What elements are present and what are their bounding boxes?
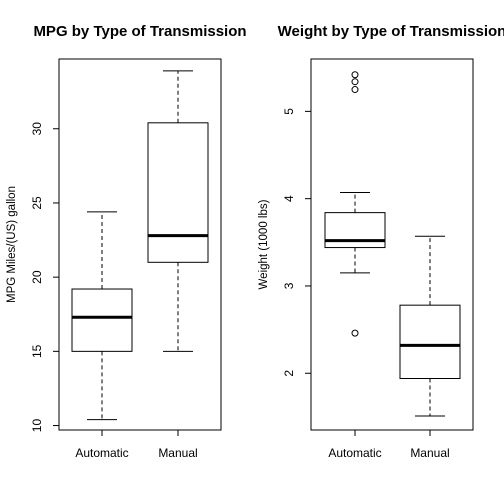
box-manual <box>147 70 209 352</box>
y-tick-label: 10 <box>30 419 44 433</box>
x-tick-label: Manual <box>410 446 449 460</box>
y-tick-label: 2 <box>282 370 296 377</box>
plot-frame <box>58 58 222 431</box>
box-iqr <box>147 122 209 263</box>
chart-panel-1: MPG by Type of Transmission 10 15 20 25 30 MPG… <box>6 23 247 460</box>
box-iqr <box>399 304 461 379</box>
y-tick-label: 15 <box>30 344 44 358</box>
box-automatic <box>71 211 133 421</box>
y-axis-label: Weight (1000 lbs) <box>258 199 270 289</box>
box-iqr <box>71 288 133 352</box>
y-tick-label: 20 <box>30 270 44 284</box>
y-tick-label: 25 <box>30 196 44 210</box>
outlier-point <box>351 86 359 94</box>
chart-title: Weight by Type of Transmission <box>278 23 504 40</box>
box-automatic <box>324 71 386 337</box>
chart-panel-2: Weight by Type of Transmission 2 3 4 5 Weight… <box>258 23 504 460</box>
x-tick-label: Automatic <box>75 446 128 460</box>
outlier-point <box>351 71 359 79</box>
x-tick-label: Automatic <box>328 446 381 460</box>
box-manual <box>399 235 461 417</box>
y-tick-label: 4 <box>282 195 296 202</box>
chart-title: MPG by Type of Transmission <box>33 23 246 40</box>
y-tick-label: 3 <box>282 282 296 289</box>
outlier-point <box>351 329 359 337</box>
box-iqr <box>324 212 386 249</box>
y-tick-label: 30 <box>30 122 44 136</box>
plot-frame <box>310 58 474 431</box>
y-axis-label: MPG Miles/(US) gallon <box>6 186 18 303</box>
y-tick-label: 5 <box>282 108 296 115</box>
outlier-point <box>351 78 359 86</box>
x-tick-label: Manual <box>158 446 197 460</box>
